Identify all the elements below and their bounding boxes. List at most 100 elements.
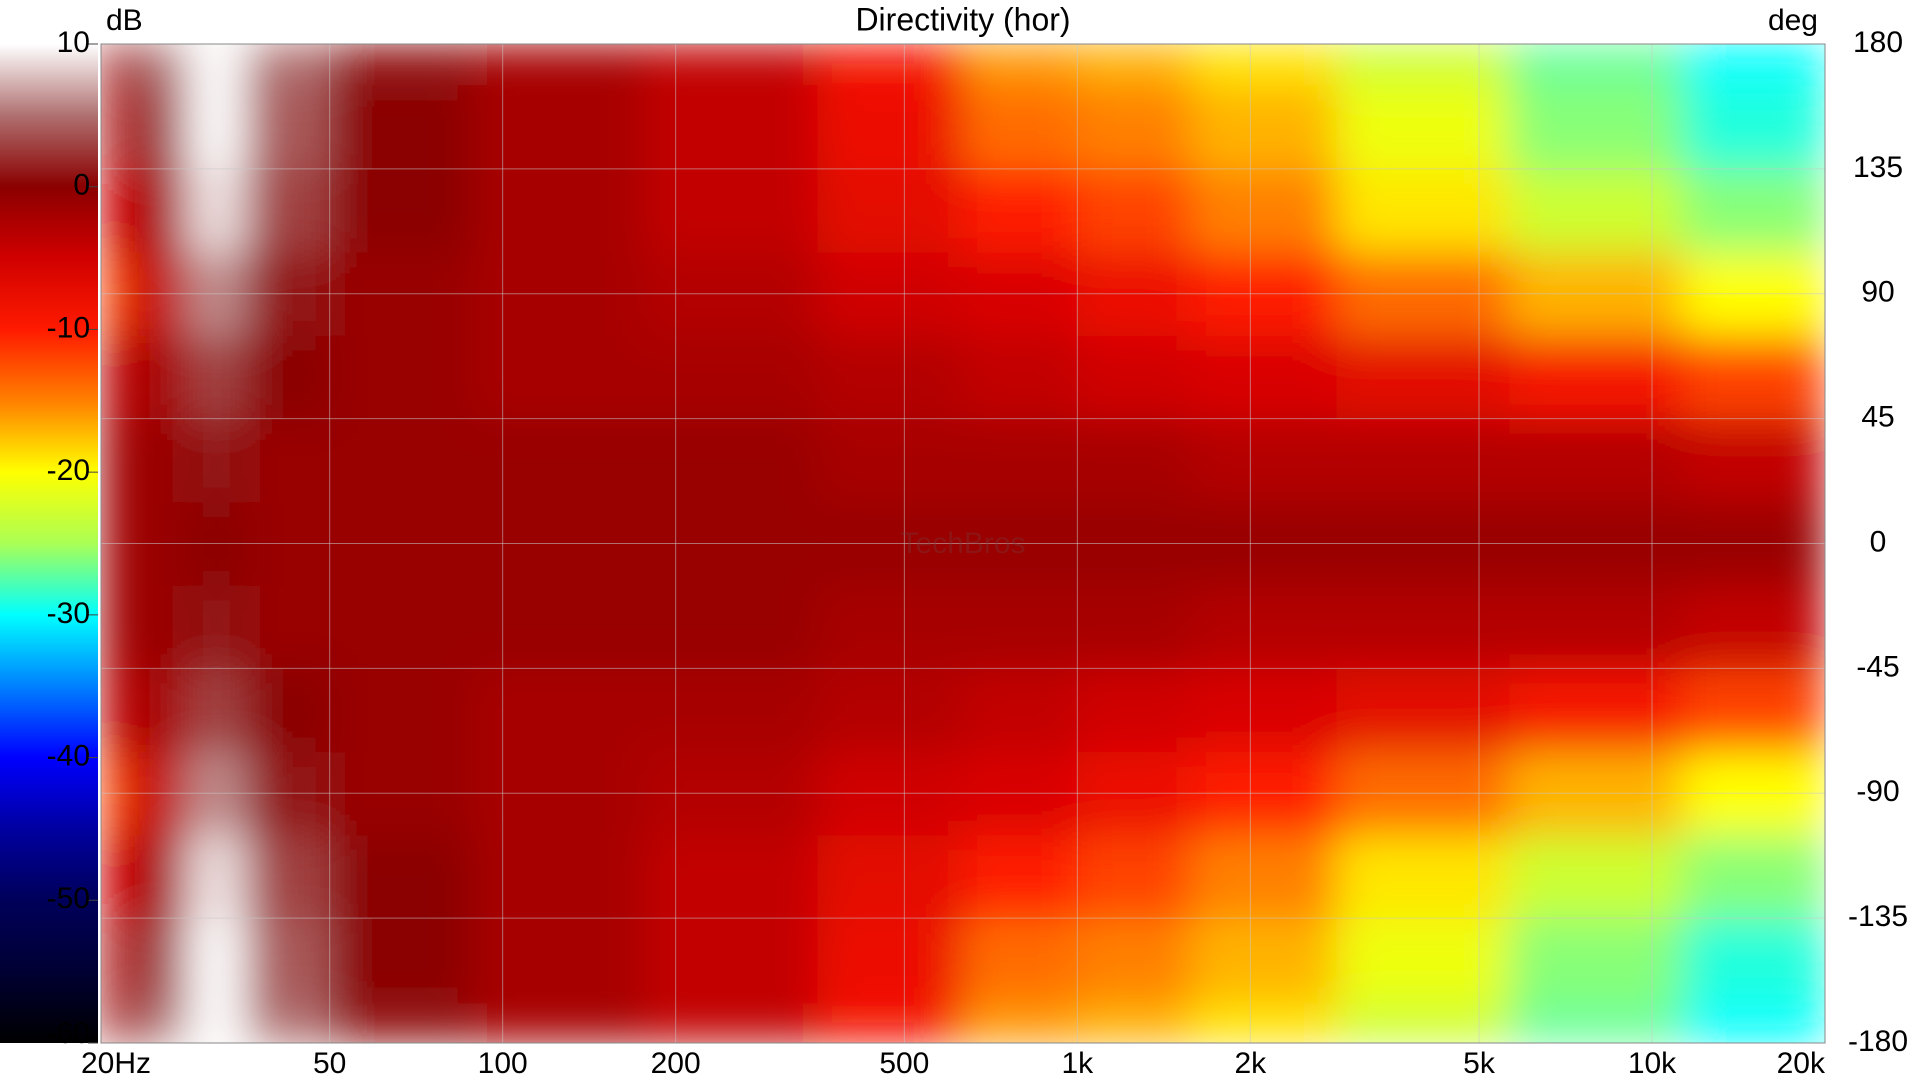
heatmap-cell xyxy=(128,85,188,170)
heatmap-cell xyxy=(245,917,332,1002)
heatmap-cell xyxy=(186,334,247,420)
y-tick-label: 135 xyxy=(1853,151,1903,184)
heatmap-cell xyxy=(644,667,819,753)
x-tick-label: 1k xyxy=(1061,1047,1094,1080)
x-tick-label: 50 xyxy=(313,1047,346,1080)
heatmap-cell xyxy=(330,85,474,170)
heatmap-cell xyxy=(962,917,1078,1002)
heatmap-cell xyxy=(962,418,1078,503)
heatmap-cell xyxy=(817,834,964,919)
heatmap-cell xyxy=(1509,917,1684,1002)
heatmap-cell xyxy=(186,917,247,1002)
heatmap-cell xyxy=(1076,418,1193,503)
heatmap-cell xyxy=(472,667,646,753)
heatmap-cell xyxy=(1682,584,1825,669)
heatmap-cell xyxy=(644,85,819,170)
heatmap-cell xyxy=(101,418,130,503)
x-tick-label: 20k xyxy=(1777,1047,1826,1080)
heatmap-cell xyxy=(101,917,130,1002)
heatmap-cell xyxy=(644,44,819,87)
heatmap-cell xyxy=(245,44,332,87)
x-tick-label: 100 xyxy=(478,1047,528,1080)
heatmap-cell xyxy=(644,418,819,503)
heatmap-cell xyxy=(1682,917,1825,1002)
colorbar-tick-label: 0 xyxy=(73,169,90,202)
heatmap-cell xyxy=(1076,917,1193,1002)
heatmap-cell xyxy=(245,834,332,919)
heatmap-cell xyxy=(1682,667,1825,753)
heatmap-cell xyxy=(1076,667,1193,753)
heatmap-cell xyxy=(128,667,188,753)
x-tick-label: 200 xyxy=(651,1047,701,1080)
y-tick-label: 45 xyxy=(1861,401,1894,434)
y-tick-label: -45 xyxy=(1856,650,1899,683)
colorbar-label: dB xyxy=(106,4,143,37)
colorbar-tick-label: -60 xyxy=(47,1017,90,1050)
x-tick-label: 500 xyxy=(879,1047,929,1080)
heatmap-cell xyxy=(644,334,819,420)
heatmap-cell xyxy=(962,85,1078,170)
heatmap-cell xyxy=(962,584,1078,669)
heatmap-cell xyxy=(1336,334,1511,420)
heatmap-cell xyxy=(330,917,474,1002)
heatmap-cell xyxy=(472,85,646,170)
heatmap-cell xyxy=(128,1000,188,1043)
heatmap-cell xyxy=(644,834,819,919)
heatmap-cell xyxy=(1509,1000,1684,1043)
heatmap-cell xyxy=(330,418,474,503)
heatmap-cell xyxy=(1682,834,1825,919)
heatmap-cell xyxy=(330,1000,474,1043)
heatmap-cell xyxy=(644,917,819,1002)
heatmap-cell xyxy=(472,584,646,669)
heatmap-cell xyxy=(472,418,646,503)
heatmap-cell xyxy=(817,168,964,253)
heatmap-cell xyxy=(644,168,819,253)
heatmap-cell xyxy=(101,667,130,753)
colorbar-tick-label: -20 xyxy=(47,454,90,487)
heatmap-cell xyxy=(1509,168,1684,253)
heatmap-cell xyxy=(330,834,474,919)
heatmap-cell xyxy=(186,418,247,503)
heatmap-cell xyxy=(101,334,130,420)
y2-axis-label: deg xyxy=(1768,4,1818,37)
heatmap-cell xyxy=(186,168,247,253)
heatmap-cell xyxy=(245,667,332,753)
heatmap-cell xyxy=(245,584,332,669)
heatmap-cell xyxy=(1191,85,1338,170)
heatmap-cell xyxy=(817,418,964,503)
heatmap-cell xyxy=(817,85,964,170)
heatmap-cell xyxy=(245,334,332,420)
heatmap-cell xyxy=(472,834,646,919)
heatmap-cell xyxy=(1682,85,1825,170)
colorbar-tick-label: 10 xyxy=(57,26,90,59)
heatmap-cell xyxy=(1076,85,1193,170)
heatmap-cell xyxy=(101,168,130,253)
heatmap-cell xyxy=(1191,917,1338,1002)
heatmap-cell xyxy=(101,584,130,669)
heatmap-cell xyxy=(330,44,474,87)
heatmap-cell xyxy=(1191,418,1338,503)
heatmap-cell xyxy=(1509,334,1684,420)
heatmap-cell xyxy=(245,1000,332,1043)
heatmap-cell xyxy=(962,1000,1078,1043)
heatmap-cell xyxy=(128,584,188,669)
heatmap-cell xyxy=(962,44,1078,87)
heatmap-cell xyxy=(962,334,1078,420)
heatmap-cell xyxy=(1509,44,1684,87)
heatmap-cell xyxy=(1076,168,1193,253)
heatmap-cell xyxy=(962,667,1078,753)
heatmap-cell xyxy=(472,334,646,420)
heatmap-cell xyxy=(472,917,646,1002)
heatmap-cell xyxy=(1336,85,1511,170)
heatmap-cell xyxy=(101,834,130,919)
y-tick-label: -180 xyxy=(1848,1025,1908,1058)
heatmap-cell xyxy=(472,44,646,87)
heatmap-cell xyxy=(1336,44,1511,87)
heatmap-cell xyxy=(128,334,188,420)
heatmap-cell xyxy=(962,168,1078,253)
colorbar-tick-label: -30 xyxy=(47,597,90,630)
heatmap-cell xyxy=(1682,168,1825,253)
heatmap-cell xyxy=(245,418,332,503)
